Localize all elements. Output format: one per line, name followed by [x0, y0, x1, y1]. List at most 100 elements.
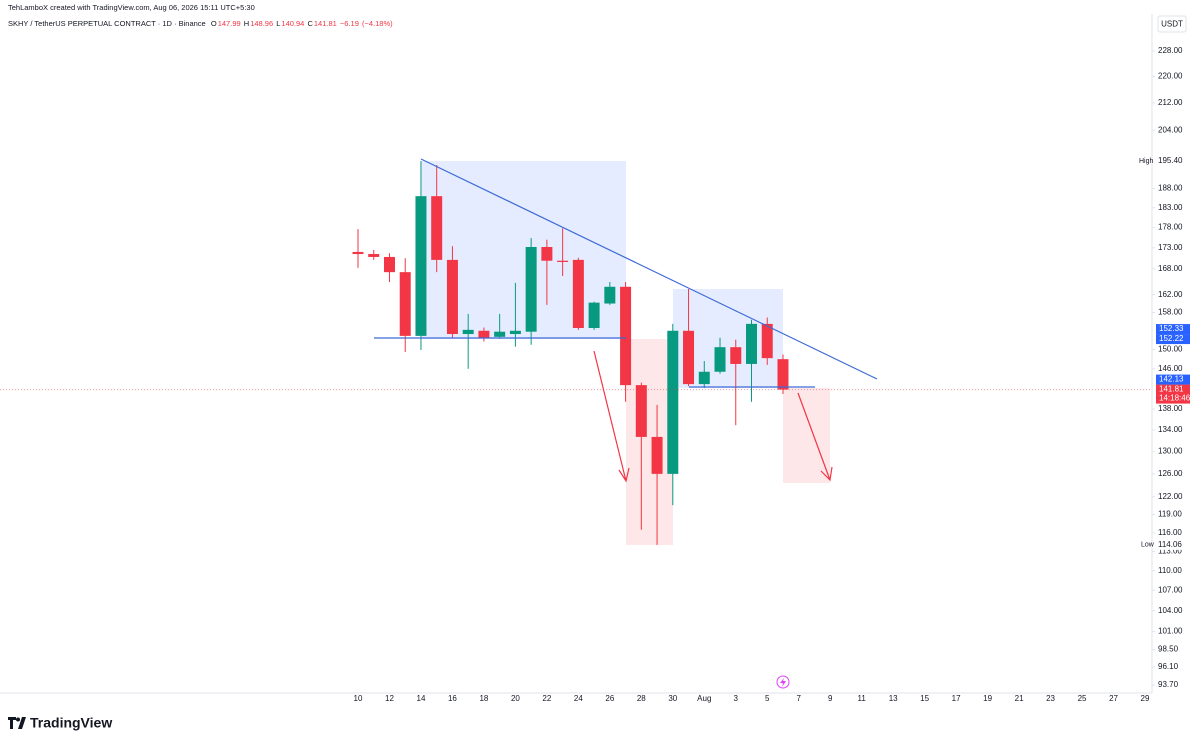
candle-body [572, 259, 584, 329]
arrow [797, 392, 833, 482]
candle-body [667, 330, 679, 474]
ohlc-value: 141.81 [313, 19, 337, 28]
y-tick-label: 228.00 [1158, 46, 1183, 55]
candle-body [777, 359, 789, 390]
x-tick-label: 14 [417, 694, 426, 703]
price-tag [1156, 334, 1190, 345]
currency[interactable]: USDT [1161, 20, 1183, 29]
ohlc-value: 140.94 [281, 19, 305, 28]
change: −6.19 [339, 19, 359, 28]
y-tick-label: 113.00 [1158, 547, 1182, 556]
x-tick-label: 5 [765, 694, 770, 703]
price-tag [1156, 324, 1190, 335]
y-tick-label: 212.00 [1158, 98, 1183, 107]
candle-body [651, 436, 663, 474]
candle-body [383, 256, 395, 273]
y-tick-label: 119.00 [1158, 510, 1182, 519]
last-price: 141.81 [1159, 385, 1184, 394]
x-tick-label: 26 [605, 694, 614, 703]
x-tick-label: 27 [1109, 694, 1118, 703]
candle-body [588, 302, 600, 329]
x-tick-label: Aug [697, 694, 711, 703]
x-tick-label: 12 [385, 694, 394, 703]
candle-body [525, 247, 537, 332]
drawings-front [374, 158, 878, 483]
price-tag [1156, 374, 1190, 385]
y-tick-label: 96.10 [1158, 662, 1179, 671]
candle-body [604, 286, 616, 304]
logo [8, 717, 26, 729]
low-tag [1156, 539, 1188, 550]
y-tick-label: 178.00 [1158, 223, 1183, 232]
ohlc-label: O [210, 19, 217, 28]
candle-body [683, 330, 695, 385]
high-value: 195.40 [1158, 156, 1183, 165]
candle-body [462, 329, 474, 335]
x-tick-label: 25 [1078, 694, 1087, 703]
countdown: 14:18:46 [1159, 394, 1191, 403]
y-tick-label: 130.00 [1158, 447, 1183, 456]
candle-body [494, 331, 506, 337]
candle-body [446, 259, 458, 335]
symbol: SKHY / TetherUS PERPETUAL CONTRACT · 1D … [8, 19, 206, 28]
x-tick-label: 16 [448, 694, 457, 703]
y-tick-label: 183.00 [1158, 203, 1183, 212]
candle-body [399, 272, 411, 336]
y-tick-label: 188.00 [1158, 184, 1183, 193]
high-tag [1156, 156, 1188, 167]
candle-body [557, 260, 569, 262]
candle-body [730, 347, 742, 364]
legend: SKHY / TetherUS PERPETUAL CONTRACT · 1D … [8, 19, 394, 28]
y-tick-label: 104.00 [1158, 606, 1183, 615]
x-tick-label: 30 [668, 694, 677, 703]
ohlc-value: 148.96 [250, 19, 274, 28]
logo-text: TradingView [30, 715, 112, 731]
x-tick-label: 9 [828, 694, 833, 703]
x-tick-label: 24 [574, 694, 583, 703]
y-tick-label: 204.00 [1158, 125, 1183, 134]
x-tick-label: 10 [354, 694, 363, 703]
last-price-tag [1156, 384, 1190, 404]
candle-body [761, 323, 773, 359]
x-tick-label: 21 [1015, 694, 1024, 703]
candle-body [541, 247, 553, 261]
y-tick-label: 146.00 [1158, 364, 1183, 373]
candle-body [431, 196, 443, 260]
price-tag-label: 152.22 [1159, 334, 1184, 343]
candle-body [698, 371, 710, 385]
y-tick-label: 220.00 [1158, 72, 1183, 81]
y-tick-label: 126.00 [1158, 469, 1183, 478]
candles [352, 161, 789, 545]
price-tag-label: 152.33 [1159, 324, 1184, 333]
range-box [673, 289, 783, 388]
candle-body [478, 330, 490, 338]
y-tick-label: 93.70 [1158, 680, 1179, 689]
candle-body [714, 347, 726, 372]
change-pct: (−4.18%) [362, 19, 393, 28]
ohlc-label: L [276, 19, 281, 28]
y-tick-label: 110.00 [1158, 566, 1182, 575]
candle-body [352, 251, 364, 255]
y-tick-label: 162.00 [1158, 290, 1183, 299]
y-tick-label: 138.00 [1158, 404, 1183, 413]
y-tick-label: 122.00 [1158, 492, 1183, 501]
target-box [783, 388, 830, 483]
low-label: Low [1141, 542, 1155, 549]
event-icon[interactable] [776, 675, 790, 689]
y-tick-label: 150.00 [1158, 345, 1183, 354]
high-label: High [1139, 158, 1154, 165]
candle-body [746, 323, 757, 364]
currency-box[interactable] [1157, 15, 1187, 33]
y-tick-label: 134.00 [1158, 425, 1183, 434]
y-tick-label: 101.00 [1158, 627, 1183, 636]
x-tick-label: 19 [983, 694, 992, 703]
x-tick-label: 28 [637, 694, 646, 703]
ohlc-label: H [243, 19, 250, 28]
x-tick-label: 23 [1046, 694, 1055, 703]
y-tick-label: 107.00 [1158, 586, 1183, 595]
ohlc-value: 147.99 [217, 19, 241, 28]
x-tick-label: 15 [920, 694, 929, 703]
x-tick-label: 20 [511, 694, 520, 703]
x-tick-label: 18 [479, 694, 488, 703]
